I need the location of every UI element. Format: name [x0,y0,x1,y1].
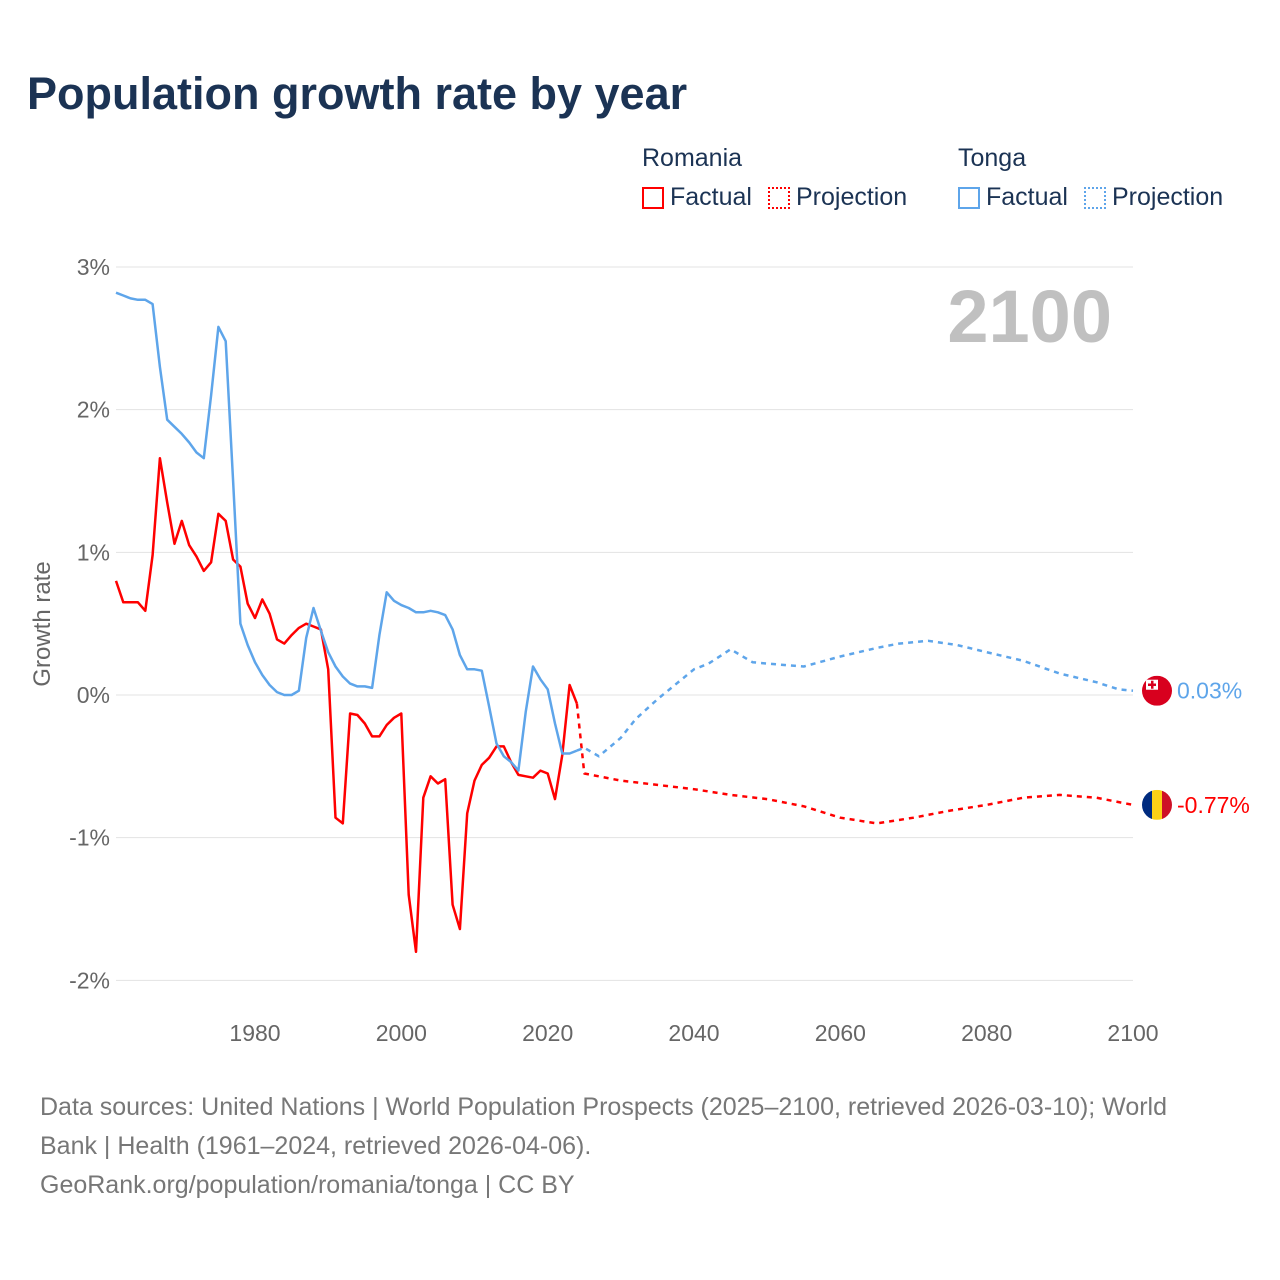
tonga-factual-line [115,291,578,772]
x-tick-label: 2080 [961,1020,1012,1046]
legend-romania-projection[interactable]: Projection [767,183,908,212]
footer: Data sources: United Nations | World Pop… [40,1088,1230,1205]
tonga-flag-icon [1142,675,1172,706]
y-axis-label: Growth rate [29,561,56,686]
data-sources: Data sources: United Nations | World Pop… [40,1093,1168,1160]
legend-swatch-solid [642,186,664,209]
legend-tonga: Tonga Factual Projection [958,144,1239,212]
y-tick-label: 3% [77,254,110,280]
end-value-label: -0.77% [1177,792,1250,818]
y-tick-label: 0% [77,682,110,708]
chart-title: Population growth rate by year [27,68,688,119]
year-label: 2100 [947,275,1112,358]
x-tick-label: 2100 [1107,1020,1158,1046]
y-tick-label: 1% [77,539,110,565]
x-tick-label: 2060 [815,1020,866,1046]
y-tick-label: -1% [69,825,110,851]
legend-label: Factual [986,183,1068,211]
line-chart: 3% 2% 1% 0% -1% -2% 1980 2000 2020 2040 2060 2080 21… [29,254,1250,1046]
legend-label: Factual [670,183,752,211]
x-tick-label: 2020 [522,1020,573,1046]
legend-country-label: Tonga [958,144,1027,172]
legend-label: Projection [795,183,908,211]
legend-country-label: Romania [642,144,743,172]
y-tick-label: -2% [69,967,110,993]
legend-tonga-projection[interactable]: Projection [1083,183,1224,212]
legend-swatch-dotted [1083,186,1106,209]
x-tick-label: 1980 [229,1020,280,1046]
end-value-label: 0.03% [1177,678,1242,704]
legend-swatch-dotted [767,186,790,209]
legend-swatch-solid [958,186,980,209]
legend-label: Projection [1111,183,1224,211]
y-tick-label: 2% [77,397,110,423]
credit-link[interactable]: GeoRank.org/population/romania/tonga | C… [40,1171,575,1199]
romania-factual-line [114,456,579,954]
romania-flag-icon [1142,789,1172,820]
legend-tonga-factual[interactable]: Factual [958,183,1068,212]
legend-romania: Romania Factual Projection [642,144,923,212]
romania-projection-line [575,703,1134,825]
legend-romania-factual[interactable]: Factual [642,183,752,212]
x-tick-label: 2040 [668,1020,719,1046]
x-tick-label: 2000 [376,1020,427,1046]
tonga-projection-line [576,639,1134,758]
